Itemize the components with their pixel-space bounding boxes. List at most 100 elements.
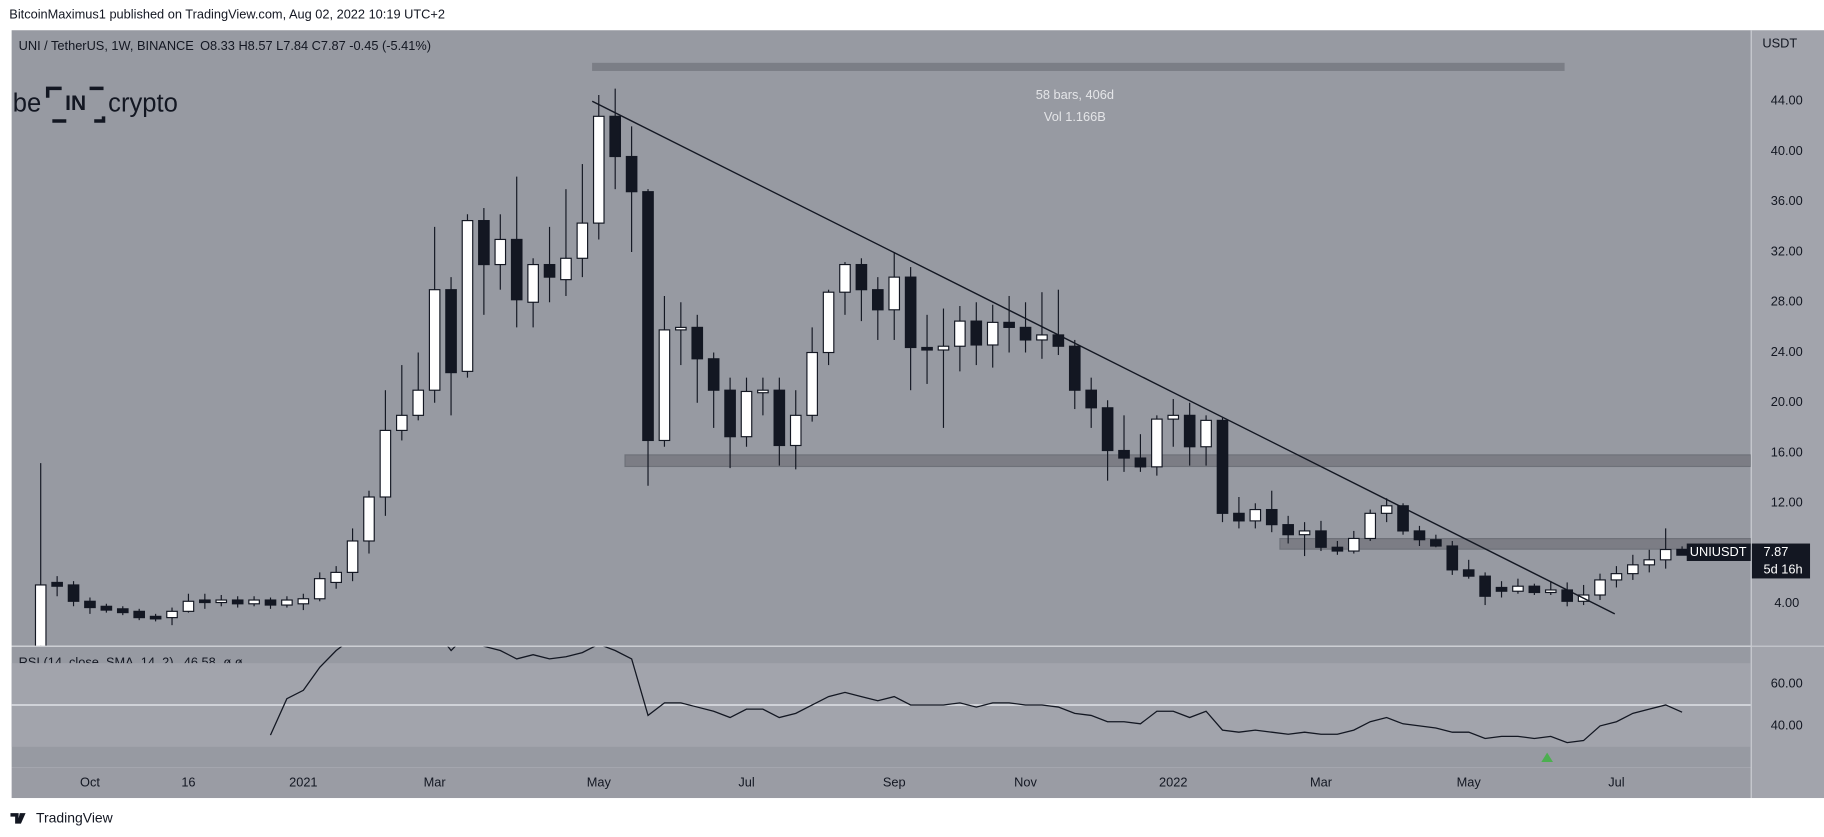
candle-body: [1200, 419, 1212, 448]
candle-body: [724, 389, 736, 438]
candle-body: [658, 329, 671, 442]
ticker-box: [1686, 543, 1751, 561]
x-tick-label: Nov: [1014, 774, 1037, 789]
candle-body: [1167, 414, 1180, 420]
candle-body: [1627, 564, 1639, 575]
price-plot: [34, 88, 1751, 646]
candle-body: [1216, 419, 1229, 514]
candle-body: [199, 599, 211, 604]
ticker-label: UNIUSDT: [1690, 544, 1747, 559]
candle-body: [1036, 334, 1048, 341]
candle-body: [806, 351, 818, 416]
candle-body: [34, 584, 47, 646]
candle-body: [166, 610, 178, 619]
x-tick-label: 2021: [289, 774, 317, 789]
candle-body: [1512, 585, 1524, 592]
candle-body: [1413, 530, 1426, 541]
candle-body: [461, 220, 474, 372]
candle-body: [691, 326, 704, 360]
candle-body: [363, 496, 375, 542]
candle-body: [560, 257, 572, 281]
candle-body: [675, 326, 687, 331]
x-tick-label: May: [587, 774, 612, 789]
price-axis: [1750, 30, 1824, 799]
measure-volume: Vol 1.166B: [1044, 109, 1106, 124]
candle-body: [51, 581, 63, 587]
rsi-plot: [11, 646, 1751, 747]
logo-left: be: [13, 89, 41, 117]
candle-body: [1462, 569, 1475, 577]
y-tick-label: 36.00: [1771, 193, 1803, 208]
candle-body: [855, 263, 868, 291]
candle-body: [625, 155, 638, 193]
measure-bar: [592, 62, 1565, 71]
measure-bars: 58 bars, 406d: [1036, 87, 1114, 102]
x-tick-label: Jul: [1608, 774, 1624, 789]
candle-body: [84, 600, 96, 609]
candle-body: [954, 320, 966, 347]
x-tick-label: Mar: [1310, 774, 1333, 789]
x-tick-label: Jul: [738, 774, 754, 789]
candle-body: [133, 610, 146, 619]
candle-body: [1347, 537, 1360, 552]
candle-body: [1380, 505, 1393, 514]
x-tick-label: Sep: [883, 774, 906, 789]
candle-body: [1298, 530, 1311, 536]
candle-body: [757, 389, 769, 394]
y-tick-label: 12.00: [1771, 495, 1803, 510]
candle-body: [1282, 524, 1294, 536]
support-zone: [624, 454, 1751, 468]
candle-body: [789, 414, 802, 447]
candle-body: [1134, 457, 1147, 468]
rsi-tick-label: 40.00: [1771, 717, 1803, 732]
candle-body: [445, 289, 457, 374]
candle-body: [346, 540, 359, 573]
candle-body: [1446, 545, 1459, 571]
rsi-tick-label: 60.00: [1771, 675, 1803, 690]
price-countdown: 5d 16h: [1764, 562, 1803, 577]
candle-body: [264, 599, 277, 606]
candle-body: [494, 238, 507, 266]
candle-body: [986, 321, 999, 346]
candle-body: [1610, 573, 1623, 581]
x-tick-label: May: [1457, 774, 1482, 789]
axis-unit: USDT: [1762, 36, 1797, 51]
candle-body: [592, 115, 605, 224]
axes: 4.008.0012.0016.0020.0024.0028.0032.0036…: [80, 93, 1811, 789]
candle-body: [822, 291, 835, 354]
rsi-line: [269, 646, 1683, 744]
candle-body: [839, 263, 851, 293]
candle-body: [904, 276, 917, 349]
candle-body: [1594, 579, 1606, 596]
candle-body: [1019, 326, 1032, 341]
candle-body: [297, 598, 310, 605]
candle-body: [888, 276, 901, 311]
x-tick-label: Mar: [424, 774, 447, 789]
candle-body: [642, 191, 654, 442]
candle-body: [1495, 586, 1508, 592]
price-pane: [11, 30, 1751, 646]
time-axis: [11, 767, 1751, 799]
candle-body: [773, 389, 786, 447]
candle-body: [921, 346, 933, 351]
candle-body: [1364, 512, 1377, 540]
logo: be IN crypto: [13, 86, 178, 123]
candle-body: [313, 578, 326, 600]
y-tick-label: 4.00: [1774, 595, 1799, 610]
candle-body: [248, 599, 260, 605]
candle-body: [1544, 589, 1557, 594]
y-tick-label: 32.00: [1771, 243, 1803, 258]
price-label-box: [1751, 543, 1811, 579]
candle-body: [1479, 575, 1491, 597]
candle-body: [937, 345, 950, 351]
candle-body: [1003, 321, 1015, 328]
support-zone: [1279, 538, 1751, 550]
footer-text: TradingView: [36, 810, 114, 826]
candle-body: [1085, 389, 1098, 409]
candle-body: [395, 414, 408, 431]
candle-body: [970, 320, 983, 346]
candle-body: [1265, 508, 1278, 526]
y-tick-label: 44.00: [1771, 93, 1803, 108]
